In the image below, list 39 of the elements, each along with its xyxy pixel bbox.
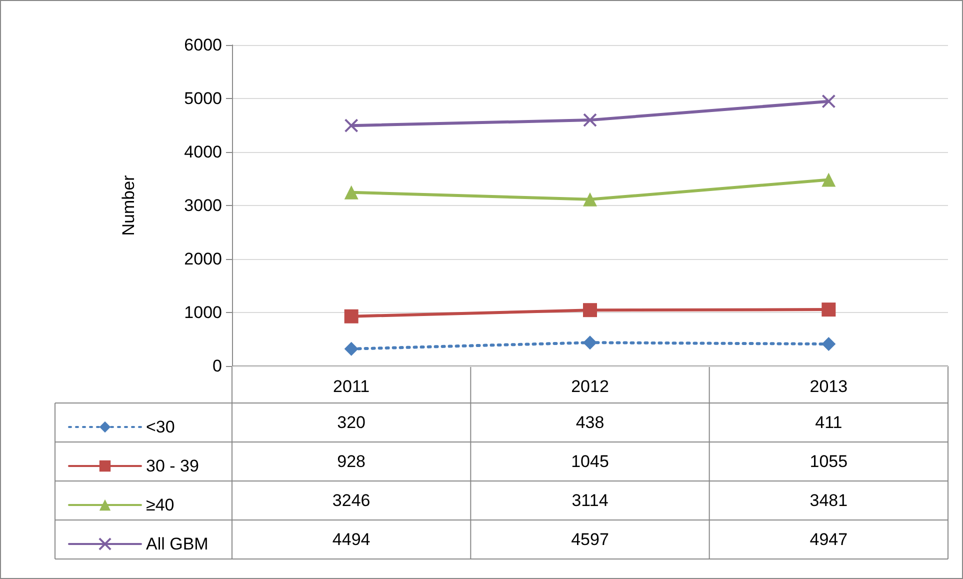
point <box>822 172 836 187</box>
y-tick-label: 1000 <box>184 303 222 322</box>
data-label: 4597 <box>571 530 609 549</box>
point <box>344 185 358 200</box>
data-label: 4494 <box>332 530 370 549</box>
y-tick-label: 6000 <box>184 36 222 54</box>
y-tick-label: 0 <box>212 356 222 376</box>
data-label: 438 <box>576 413 604 432</box>
y-tick-label: 4000 <box>184 142 222 162</box>
data-label: 3246 <box>332 491 370 510</box>
point <box>344 118 358 133</box>
data-label: 928 <box>337 452 366 471</box>
point <box>344 342 358 356</box>
data-label: 4947 <box>810 530 848 549</box>
point <box>344 309 358 324</box>
y-axis-title: Number <box>119 174 138 236</box>
data-label: 411 <box>815 413 842 432</box>
y-tick-label: 2000 <box>184 250 222 268</box>
y-tick-label: 3000 <box>184 196 222 215</box>
y-tick-label: 5000 <box>184 89 222 108</box>
point <box>822 302 836 317</box>
point <box>583 192 597 206</box>
point <box>583 113 597 128</box>
x-tick-label: 2012 <box>571 377 609 396</box>
data-label: 1055 <box>810 452 848 471</box>
legend-label: All GBM <box>146 534 208 554</box>
point <box>822 337 836 352</box>
point <box>822 94 836 108</box>
legend-label: 30 - 39 <box>146 456 199 476</box>
point <box>583 336 597 350</box>
point <box>583 303 597 318</box>
data-label: 3481 <box>810 491 848 510</box>
data-label: 1045 <box>571 452 609 471</box>
x-tick-label: 2013 <box>810 377 848 396</box>
legend-label: <30 <box>146 418 175 436</box>
data-label: 320 <box>337 413 366 432</box>
data-label: 3114 <box>572 491 608 510</box>
legend-label: ≥40 <box>146 496 174 514</box>
x-tick-label: 2011 <box>333 377 370 396</box>
